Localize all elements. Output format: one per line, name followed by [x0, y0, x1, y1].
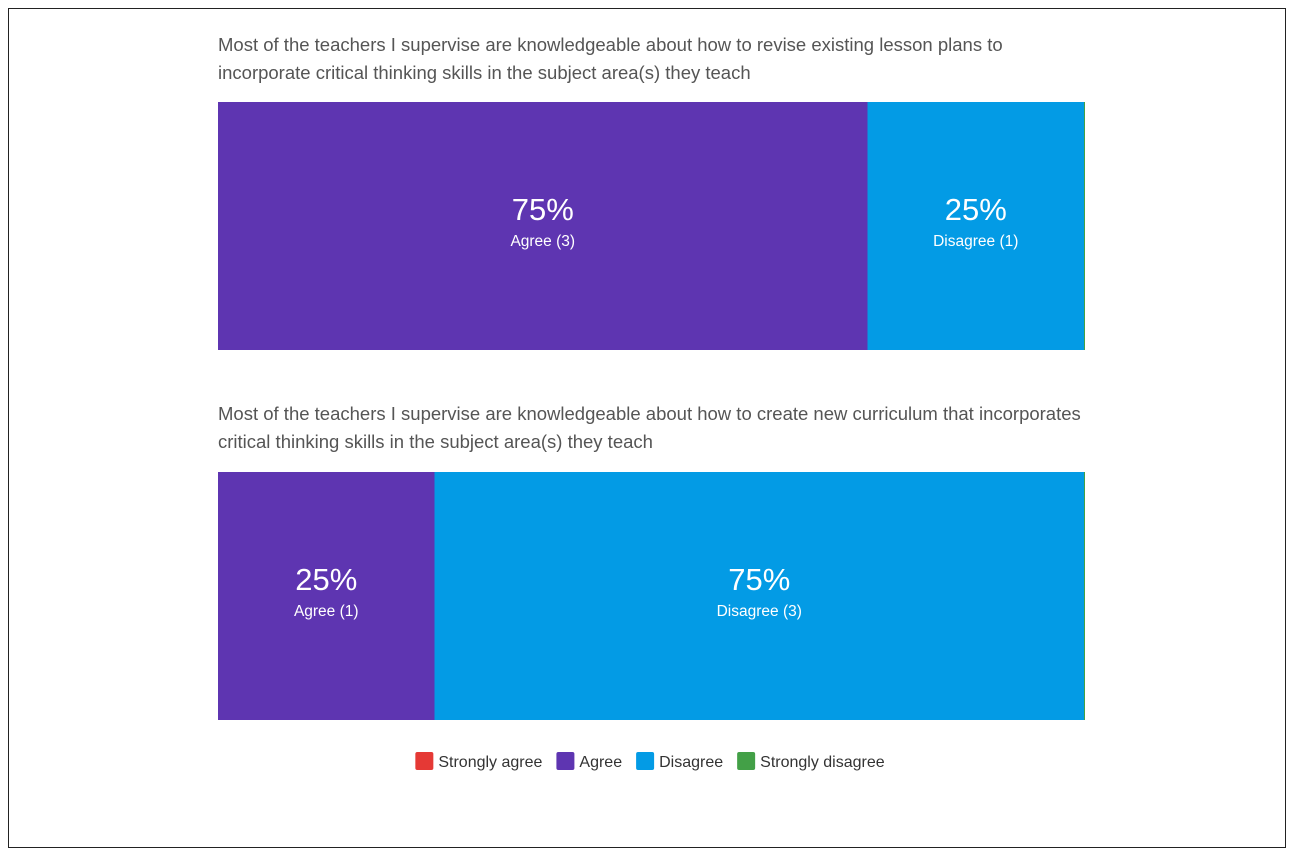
legend-label: Agree	[579, 754, 622, 771]
legend-swatch	[737, 752, 756, 770]
legend-swatch	[636, 752, 655, 770]
legend-label: Disagree	[659, 754, 723, 771]
count-label: Agree (3)	[510, 233, 575, 250]
count-label: Disagree (3)	[717, 603, 802, 620]
value-label: 75%	[728, 562, 790, 597]
legend-swatch	[415, 752, 434, 770]
legend-swatch	[556, 752, 575, 770]
legend-label: Strongly agree	[438, 754, 542, 771]
count-label: Disagree (1)	[933, 233, 1018, 250]
value-label: 25%	[295, 562, 357, 597]
chart-title: Most of the teachers I supervise are kno…	[218, 34, 1003, 83]
bar-segment	[867, 102, 1084, 350]
value-label: 25%	[945, 192, 1007, 227]
chart-title: Most of the teachers I supervise are kno…	[218, 403, 1081, 452]
count-label: Agree (1)	[294, 603, 359, 620]
bar-segment	[218, 472, 435, 720]
bar-segment	[218, 102, 868, 350]
legend-label: Strongly disagree	[760, 754, 885, 771]
bar-segment	[434, 472, 1084, 720]
value-label: 75%	[512, 192, 574, 227]
